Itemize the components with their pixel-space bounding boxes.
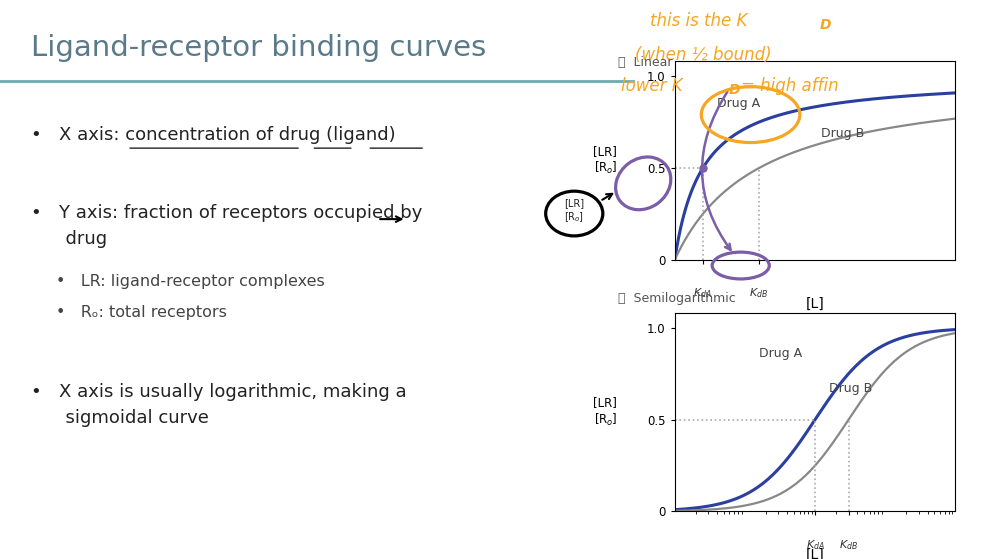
Text: Ⓑ  Semilogarithmic: Ⓑ Semilogarithmic <box>618 292 736 305</box>
Text: •   LR: ligand-receptor complexes: • LR: ligand-receptor complexes <box>56 274 325 289</box>
Y-axis label: [LR]
[R$_o$]: [LR] [R$_o$] <box>594 396 618 428</box>
Text: Drug A: Drug A <box>717 97 760 111</box>
Text: lower K: lower K <box>621 77 683 95</box>
Text: (when ½ bound): (when ½ bound) <box>635 46 772 64</box>
Text: Ligand-receptor binding curves: Ligand-receptor binding curves <box>32 34 487 61</box>
Text: •   X axis is usually logarithmic, making a
      sigmoidal curve: • X axis is usually logarithmic, making … <box>32 383 407 427</box>
Text: D: D <box>729 83 741 97</box>
Text: $K_{dB}$: $K_{dB}$ <box>839 538 858 552</box>
Text: •   Y axis: fraction of receptors occupied by
      drug: • Y axis: fraction of receptors occupied… <box>32 204 423 248</box>
Text: Drug A: Drug A <box>759 347 802 359</box>
Text: •   X axis: concentration of drug (ligand): • X axis: concentration of drug (ligand) <box>32 126 396 144</box>
X-axis label: [L]: [L] <box>806 297 824 311</box>
Text: $K_{dA}$: $K_{dA}$ <box>693 287 712 300</box>
Text: Ⓐ  Linear: Ⓐ Linear <box>618 56 672 69</box>
Text: [LR]
[R$_o$]: [LR] [R$_o$] <box>564 198 584 224</box>
Text: Drug B: Drug B <box>829 382 873 395</box>
Text: Drug B: Drug B <box>821 127 864 140</box>
Text: $K_{dB}$: $K_{dB}$ <box>750 287 768 300</box>
Text: this is the K: this is the K <box>650 12 748 30</box>
Text: •   Rₒ: total receptors: • Rₒ: total receptors <box>56 305 227 320</box>
Text: = high affin: = high affin <box>741 77 838 95</box>
Y-axis label: [LR]
[R$_o$]: [LR] [R$_o$] <box>594 145 618 177</box>
Text: D: D <box>820 18 831 32</box>
X-axis label: [L]: [L] <box>806 548 824 559</box>
Text: $K_{dA}$: $K_{dA}$ <box>806 538 824 552</box>
